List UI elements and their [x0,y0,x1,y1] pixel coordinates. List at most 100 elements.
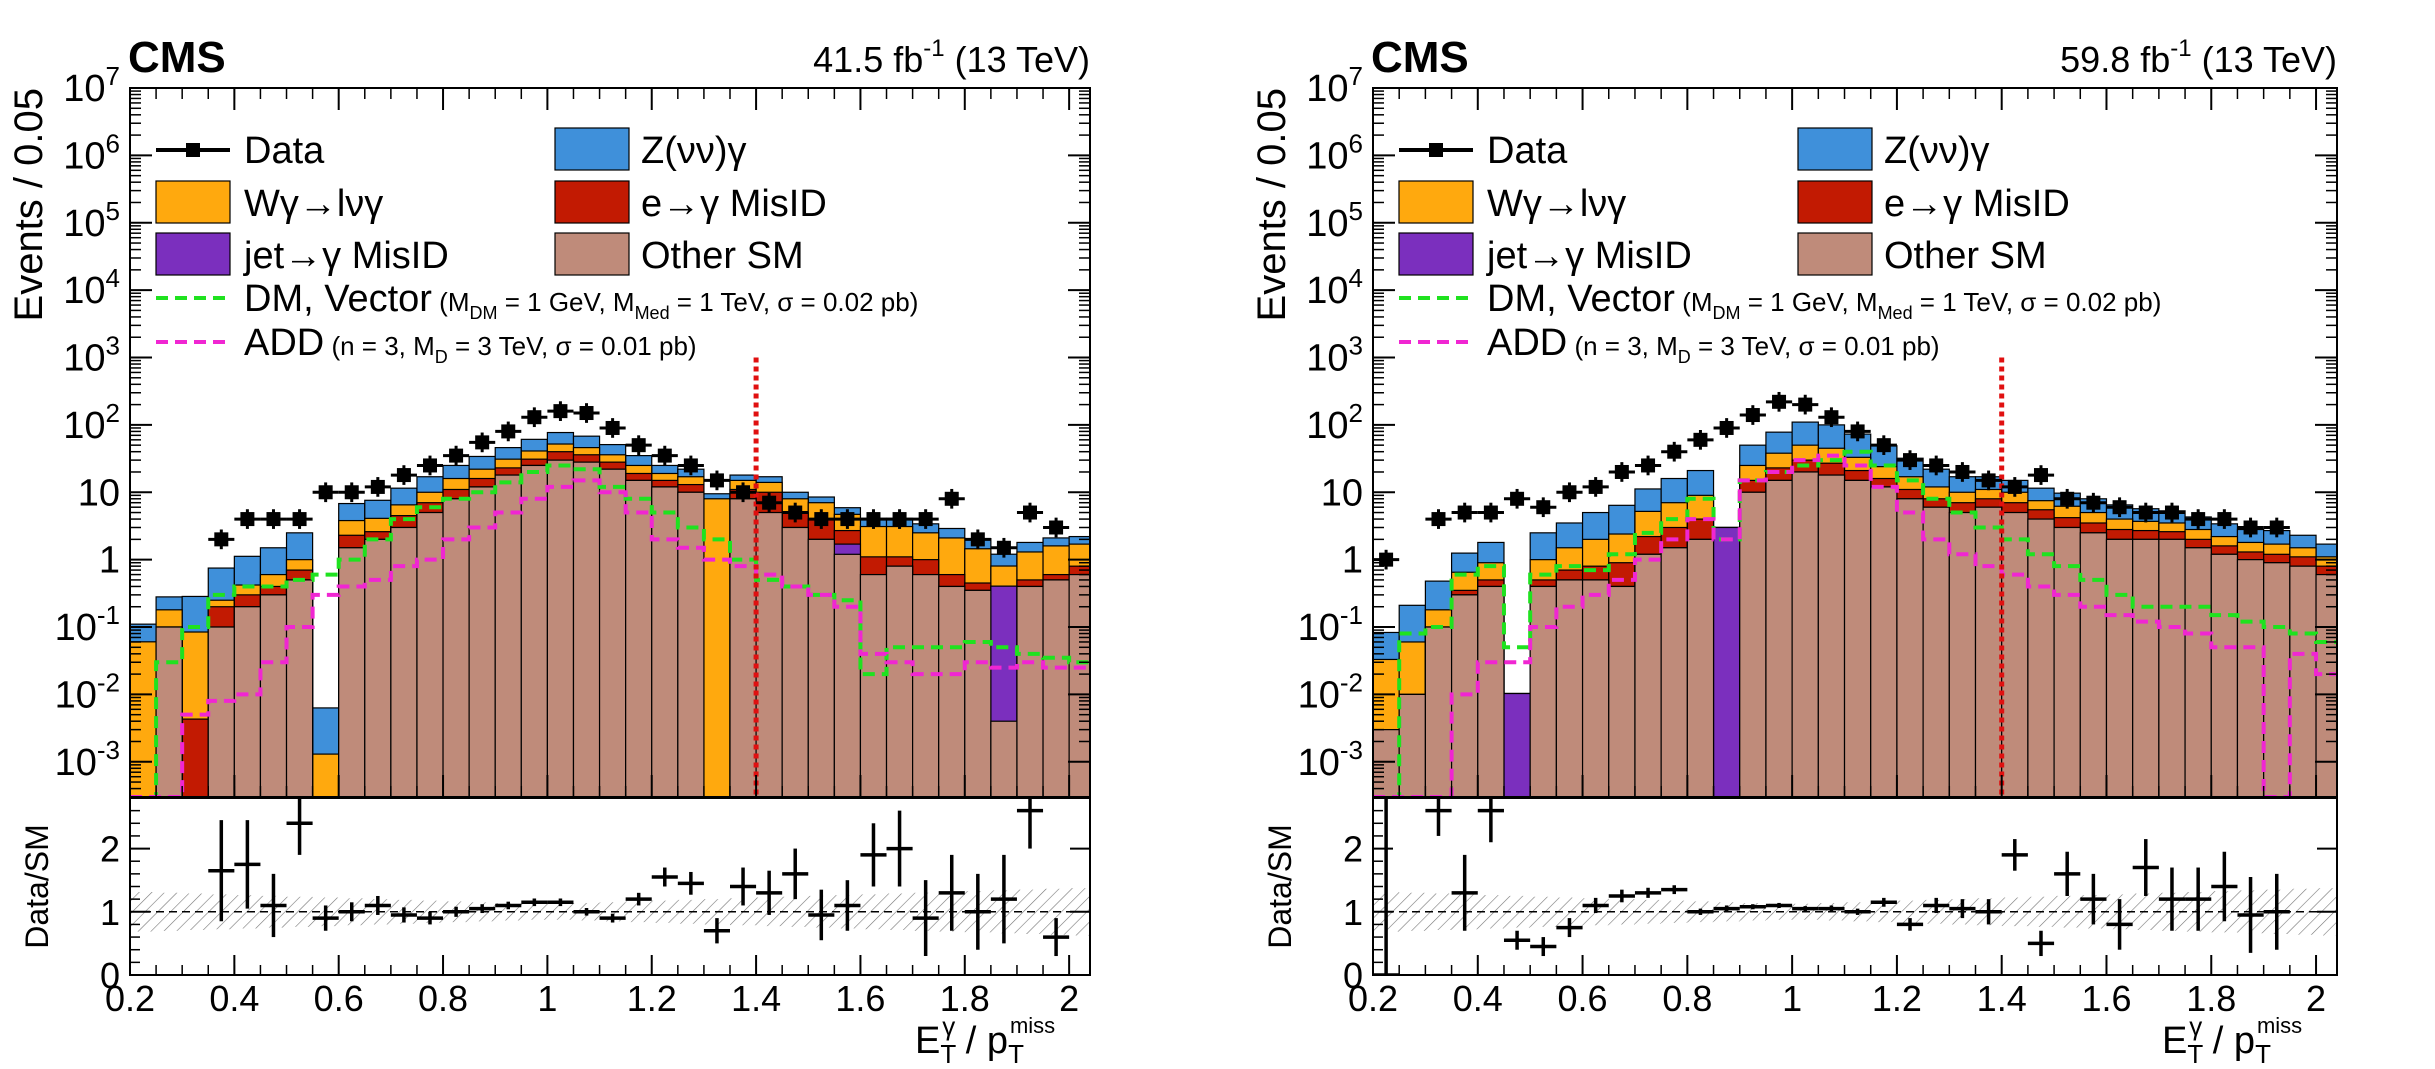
stack-bar [1398,693,1426,797]
stack-bar [1712,526,1741,797]
data-marker [266,512,281,527]
stack-bar [1765,479,1793,797]
x-tick-label: 2 [1059,978,1079,1019]
ratio-point [1896,918,1924,931]
ratio-tick-label: 1 [1343,892,1363,933]
legend-e-swatch [1797,180,1873,224]
data-marker [1850,424,1865,439]
data-marker [1562,485,1577,500]
x-title-sup: γ [2189,1011,2202,1041]
data-point [469,432,496,453]
y-tick-label: 102 [63,398,120,447]
x-axis-title: ETγ / pTmiss [2162,1011,2302,1064]
stack-other-sm [155,459,1090,797]
legend-e-label: e→γ MisID [641,183,827,225]
data-marker [1772,394,1787,409]
ratio-point [443,906,470,917]
ratio-point [886,810,913,887]
stack-bar [2132,538,2160,797]
ratio-point [808,889,835,941]
ratio-point [1687,908,1714,915]
y-tick-exponent: 7 [106,61,120,91]
legend-data-label: Data [244,130,325,172]
stack-bar [938,585,966,797]
stack-bar [2236,559,2265,797]
lumi-value: 59.8 fb [2060,39,2170,80]
data-point [521,407,548,428]
ratio-point [860,823,887,887]
ratio-point [521,898,548,907]
ratio-point [912,880,939,957]
data-point [625,435,652,456]
ratio-point [1949,899,1976,919]
x-tick-label: 0.6 [1558,978,1608,1019]
data-point [234,509,261,529]
lumi-label: 41.5 fb-1 (13 TeV) [813,35,1090,80]
ratio-point [2211,851,2238,922]
stack-bar [2027,518,2055,797]
y-tick-base: 10 [55,674,97,716]
stack-bar [390,526,418,797]
x-tick-label: 1.6 [2081,978,2131,1019]
y-tick-base: 1 [99,540,120,582]
energy-label: (13 TeV) [945,39,1090,80]
y-tick-base: 10 [1306,270,1348,312]
data-point [651,445,678,466]
ratio-point [625,892,652,906]
x-tick-label: 1.6 [835,978,885,1019]
data-marker [475,435,490,450]
legend-dm-params: = 1 GeV, M [1741,287,1878,317]
main-plot-area [1373,357,2337,797]
data-marker [840,512,855,527]
legend-w-swatch [1398,180,1474,224]
y-tick-label: 106 [1306,128,1363,177]
data-marker [1798,397,1813,412]
data-marker [370,479,385,494]
y-tick-label: 1 [99,540,120,582]
y-tick-exponent: 4 [106,263,120,293]
stack-bar [1660,547,1688,797]
legend-jet-label: jet→γ MisID [1486,235,1692,277]
legend-add-sub: D [435,347,448,367]
chart-panel-1: 10-310-210-1110102103104105106107Events … [7,33,1091,1069]
ratio-point [364,895,391,915]
y-tick-exponent: 6 [1349,128,1363,158]
data-point [1530,497,1557,518]
y-tick-exponent: -2 [1340,667,1363,697]
legend-w-label: Wγ→lνγ [244,183,383,225]
signal-line-add [130,478,1090,797]
stack-bar [677,491,705,797]
x-tick-label: 0.8 [418,978,468,1019]
data-point [2185,509,2212,529]
stack-bar [494,474,522,797]
data-point [443,445,470,466]
y-tick-label: 10 [1321,472,1363,514]
ratio-point [2080,873,2107,925]
y-tick-label: 10-1 [55,600,120,649]
legend-dm-params: (M [1675,287,1713,317]
data-point [364,477,391,497]
x-tick-label: 1.2 [627,978,677,1019]
legend-w-label: Wγ→lνγ [1487,183,1626,225]
x-tick-label: 0.2 [1348,978,1398,1019]
y-tick-base: 1 [1342,540,1363,582]
ratio-point [990,854,1017,944]
data-point [912,509,939,529]
ratio-axis-title: Data/SM [1262,824,1298,948]
data-marker [944,491,959,506]
y-tick-label: 106 [63,128,120,177]
stack-bar [1817,474,1846,797]
data-point [2263,517,2290,538]
stack-bar [912,573,940,797]
legend-other-label: Other SM [1884,235,2047,277]
ratio-point [208,820,235,922]
ratio-point [651,867,678,887]
legend-dm-params: (M [432,287,470,317]
ratio-point [1844,908,1871,915]
y-tick-base: 10 [63,270,105,312]
ratio-point [312,905,339,931]
y-tick-label: 102 [1306,398,1363,447]
legend-dm-name: DM, Vector [1487,278,1675,320]
y-tick-base: 10 [1298,674,1340,716]
legend: Data Z(νν)γ Wγ→lνγ e→γ MisID jet→γ MisID Othe… [1398,127,2161,367]
